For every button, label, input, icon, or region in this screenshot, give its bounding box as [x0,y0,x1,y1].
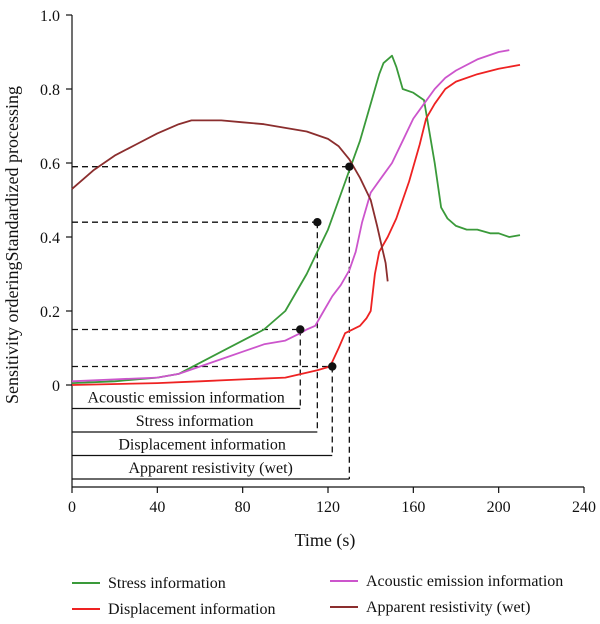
axes: 0 40 80 120 160 200 240 0 0.2 0.4 0.6 0.8 1.0 [40,8,596,516]
x-tick-label: 200 [487,499,511,516]
x-axis-title: Time (s) [295,530,356,551]
x-tick-label: 40 [149,499,165,516]
series-line-apparent-resistivity-wet [71,119,389,282]
legend-label: Displacement information [108,601,276,618]
sensitivity-label: Stress information [136,413,254,430]
x-tick-label: 160 [401,499,425,516]
legend-label: Acoustic emission information [366,573,563,590]
intersection-dot [313,218,322,227]
legend-label: Stress information [108,575,226,592]
intersection-dot [345,162,354,171]
y-tick-label: 1.0 [40,8,60,25]
sensitivity-labels: Acoustic emission information Stress info… [72,162,354,480]
intersection-dot [328,362,337,371]
legend: Stress information Displacement informati… [72,573,563,618]
x-tick-label: 120 [316,499,340,516]
series-line-acoustic-emission-information [71,49,510,383]
series-line-stress-information [71,54,521,384]
y-tick-label: 0.6 [40,156,60,173]
y-tick-label: 0.8 [40,82,60,99]
sensitivity-label: Displacement information [118,437,286,454]
x-tick-label: 240 [572,499,596,516]
series-line-displacement-information [71,64,521,386]
y-axis-title: Sensitivity orderingStandardized process… [2,86,22,404]
sensitivity-label: Apparent resistivity (wet) [128,460,292,477]
intersection-dot [296,325,305,334]
sensitivity-label: Acoustic emission information [87,390,284,407]
legend-label: Apparent resistivity (wet) [366,599,530,616]
series-lines [71,49,521,386]
y-tick-label: 0.2 [40,304,60,321]
x-tick-label: 0 [68,499,76,516]
y-tick-label: 0 [52,378,60,395]
y-tick-label: 0.4 [40,230,60,247]
x-tick-label: 80 [235,499,251,516]
